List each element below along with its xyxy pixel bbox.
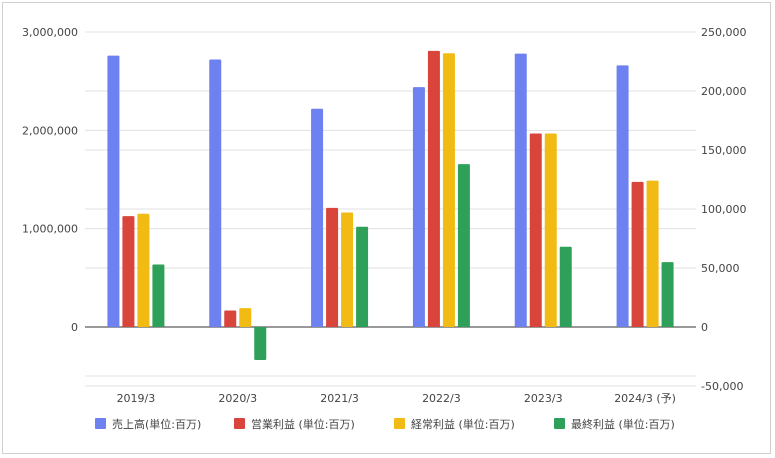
x-axis-tick-label: 2022/3 [422,392,461,405]
bar [356,226,369,327]
right-axis-tick-label: 100,000 [701,203,747,216]
bar [457,164,470,327]
bar [137,213,150,327]
legend-swatch [95,418,106,429]
legend-swatch [234,418,245,429]
bar [239,308,252,327]
right-axis-tick-label: 0 [701,321,708,334]
legend-label: 営業利益 (単位:百万) [251,417,355,431]
x-axis-tick-label: 2024/3 (予) [614,392,676,405]
bar [631,181,644,327]
x-axis-tick-label: 2021/3 [320,392,359,405]
bar [326,207,339,327]
right-axis-tick-label: 150,000 [701,144,747,157]
right-axis-tick-label: 250,000 [701,26,747,39]
legend-label: 経常利益 (単位:百万) [411,417,515,431]
bar [209,59,222,328]
legend-label: 売上高(単位:百万) [112,417,201,431]
left-axis-tick-label: 1,000,000 [22,223,78,236]
left-axis-tick-label: 2,000,000 [22,124,78,137]
x-axis-tick-label: 2023/3 [524,392,563,405]
bar [646,180,659,327]
legend-swatch [554,418,565,429]
bar [224,310,237,327]
bar [122,216,135,327]
bar [529,133,542,327]
bar [616,65,629,327]
bar [341,212,354,327]
bar [412,87,425,327]
bar [152,264,165,327]
bar [427,50,440,327]
bars [107,50,674,361]
legend: 売上高(単位:百万) 営業利益 (単位:百万) 経常利益 (単位:百万) 最終利益 (… [95,417,675,431]
bar [514,53,527,328]
legend-swatch [394,418,405,429]
legend-label: 最終利益 (単位:百万) [571,417,675,431]
right-axis-tick-label: 200,000 [701,85,747,98]
bar-chart: -50,000 0 50,000 100,000 150,000 200,000 250,0… [22,26,746,431]
bar [544,133,557,327]
right-axis-tick-label: -50,000 [701,380,743,393]
x-axis-tick-label: 2019/3 [117,392,156,405]
bar [107,55,120,327]
bar [254,327,267,361]
left-axis-tick-label: 0 [71,321,78,334]
right-axis-tick-label: 50,000 [701,262,740,275]
x-axis-tick-label: 2020/3 [218,392,257,405]
chart-container: -50,000 0 50,000 100,000 150,000 200,000 250,0… [2,2,771,454]
left-axis-tick-label: 3,000,000 [22,26,78,39]
bar [559,246,572,327]
gridlines [85,31,696,387]
axes: -50,000 0 50,000 100,000 150,000 200,000 250,0… [22,26,746,405]
bar [661,262,674,327]
bar [442,53,455,328]
bar [311,108,324,327]
